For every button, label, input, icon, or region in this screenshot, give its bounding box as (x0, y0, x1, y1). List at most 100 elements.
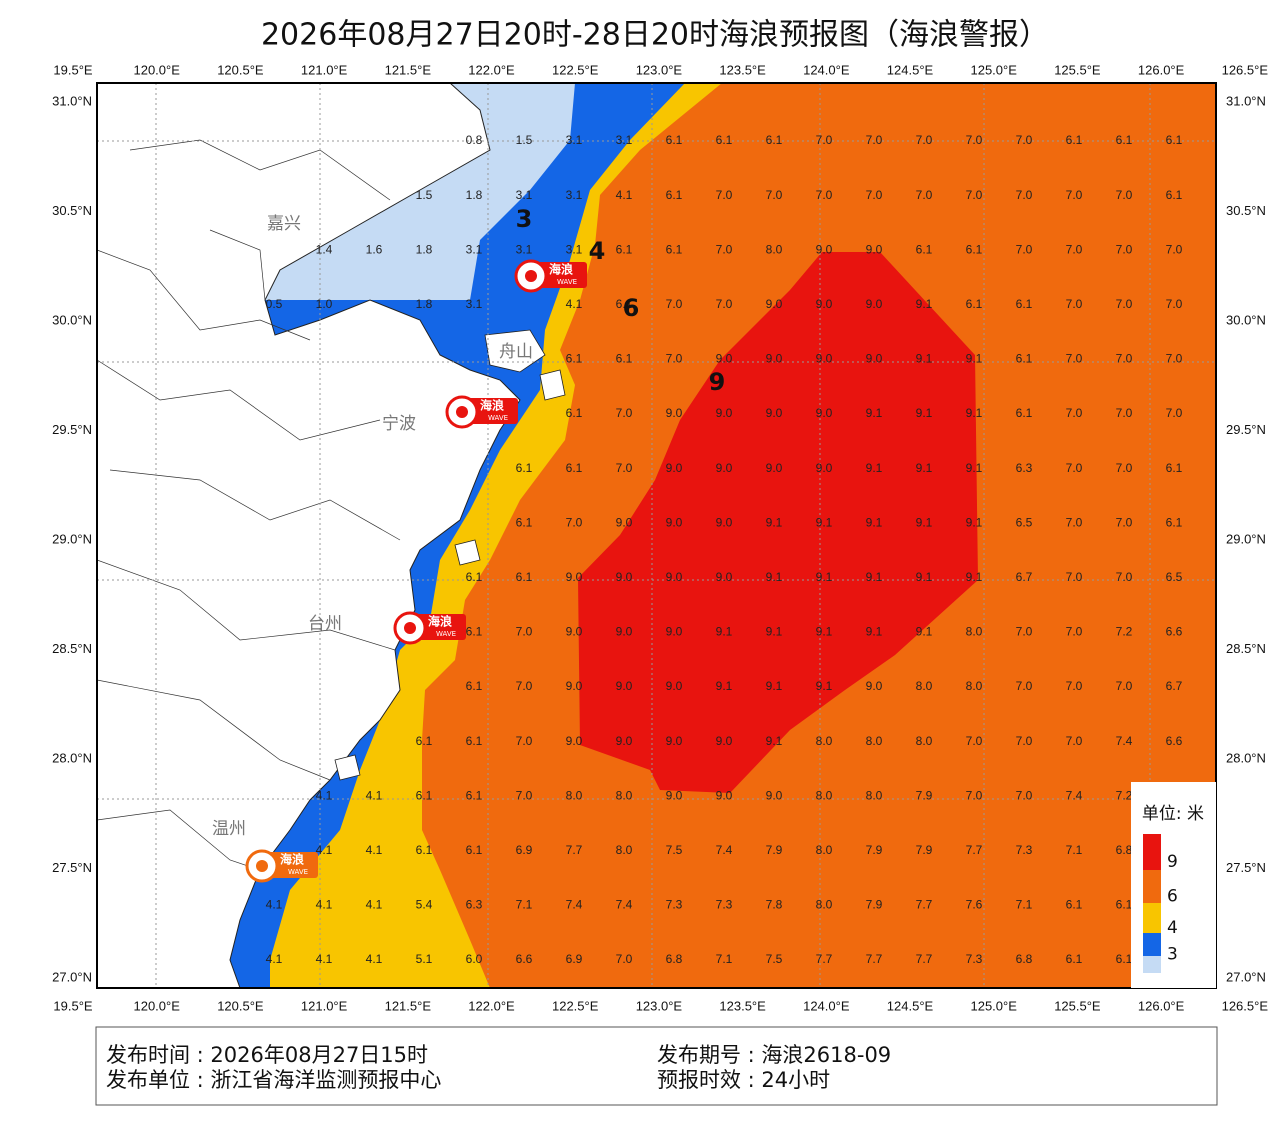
badge-bg (266, 852, 318, 878)
wave-value: 9.0 (716, 570, 733, 584)
wave-value: 8.0 (566, 788, 583, 802)
wave-value: 6.1 (1016, 297, 1033, 311)
wave-value: 7.0 (516, 679, 533, 693)
wave-value: 6.1 (1066, 133, 1083, 147)
lat-label: 28.5°N (52, 641, 92, 656)
wave-value: 5.4 (416, 898, 433, 912)
wave-value: 9.1 (916, 352, 933, 366)
wave-value: 6.8 (1016, 952, 1033, 966)
wave-value: 5.1 (416, 952, 433, 966)
wave-value: 7.3 (716, 898, 733, 912)
wave-value: 6.1 (1116, 952, 1133, 966)
wave-value: 9.0 (566, 570, 583, 584)
legend-swatch (1143, 933, 1161, 956)
wave-value: 1.8 (466, 188, 483, 202)
wave-value: 7.6 (966, 898, 983, 912)
wave-value: 8.0 (816, 843, 833, 857)
wave-value: 7.0 (1116, 570, 1133, 584)
wave-value: 4.1 (366, 952, 383, 966)
wave-value: 7.0 (1166, 297, 1183, 311)
wave-value: 9.1 (916, 461, 933, 475)
contour-label: 6 (623, 294, 640, 322)
wave-value: 7.3 (1016, 843, 1033, 857)
wave-value: 7.0 (1066, 188, 1083, 202)
wave-value: 9.0 (666, 515, 683, 529)
wave-value: 6.1 (566, 406, 583, 420)
wave-value: 7.9 (866, 898, 883, 912)
wave-value: 9.0 (616, 625, 633, 639)
lat-label: 27.5°N (52, 860, 92, 875)
wave-value: 7.7 (966, 843, 983, 857)
badge-bg (466, 398, 518, 424)
wave-values: 0.8 1.5 3.1 3.1 6.1 6.1 6.1 7.0 7.0 7.0 7.0 7.0 6.1 6… (266, 133, 1183, 966)
wave-value: 4.1 (266, 952, 283, 966)
lon-label: 123.5°E (719, 62, 766, 77)
wave-value: 9.1 (866, 570, 883, 584)
wave-value: 1.8 (416, 242, 433, 256)
lon-label: 123.0°E (636, 62, 683, 77)
wave-value: 9.1 (916, 570, 933, 584)
wave-value: 9.1 (966, 570, 983, 584)
wave-value: 7.4 (566, 898, 583, 912)
wave-value: 6.1 (616, 297, 633, 311)
graticule (97, 83, 1216, 988)
wave-value: 6.1 (1066, 898, 1083, 912)
wave-value: 9.0 (716, 788, 733, 802)
wave-value: 9.0 (866, 679, 883, 693)
lat-label: 27.0°N (52, 969, 92, 984)
wave-value: 9.1 (866, 515, 883, 529)
wave-value: 6.5 (1016, 515, 1033, 529)
place-name: 宁波 (382, 414, 416, 434)
badge-bg (535, 262, 587, 288)
wave-value: 6.1 (466, 625, 483, 639)
wave-value: 0.5 (266, 297, 283, 311)
wave-value: 7.4 (716, 843, 733, 857)
wave-value: 9.1 (766, 515, 783, 529)
wave-value: 8.0 (966, 625, 983, 639)
wave-value: 7.7 (916, 952, 933, 966)
lat-label: 30.5°N (1226, 203, 1266, 218)
title: 2026年08月27日20时-28日20时海浪预报图（海浪警报） (261, 18, 1049, 53)
wave-value: 7.0 (1066, 406, 1083, 420)
wave-value: 9.1 (716, 679, 733, 693)
wave-value: 9.1 (866, 461, 883, 475)
wave-value: 6.1 (416, 734, 433, 748)
wave-value: 6.1 (516, 461, 533, 475)
wave-value: 6.7 (1016, 570, 1033, 584)
footer-text: 发布时间 : 2026年08月27日15时 (106, 1043, 428, 1067)
wave-value: 9.1 (766, 734, 783, 748)
wave-value: 9.0 (816, 297, 833, 311)
wave-value: 7.3 (966, 952, 983, 966)
legend-label: 3 (1167, 945, 1178, 965)
lon-label: 19.5°E (53, 998, 93, 1013)
wave-value: 7.5 (766, 952, 783, 966)
footer-text: 发布单位 : 浙江省海洋监测预报中心 (106, 1068, 441, 1092)
wave-value: 8.0 (866, 734, 883, 748)
wave-value: 3.1 (616, 133, 633, 147)
wave-value: 9.1 (816, 679, 833, 693)
wave-value: 9.1 (916, 625, 933, 639)
wave-value: 9.0 (766, 461, 783, 475)
wave-value: 6.1 (916, 242, 933, 256)
wave-value: 4.1 (316, 843, 333, 857)
badge-text: 海浪 (428, 614, 452, 629)
legend-label: 4 (1167, 918, 1178, 938)
wave-value: 7.0 (516, 625, 533, 639)
wave-value: 7.0 (916, 188, 933, 202)
lat-label: 27.0°N (1226, 969, 1266, 984)
lon-label: 124.5°E (887, 62, 934, 77)
wave-value: 7.0 (716, 188, 733, 202)
wave-value: 7.0 (1066, 625, 1083, 639)
place-name: 舟山 (499, 342, 533, 362)
wave-value: 6.9 (566, 952, 583, 966)
wave-value: 7.7 (566, 843, 583, 857)
wave-value: 6.1 (466, 788, 483, 802)
wave-value: 3.1 (516, 242, 533, 256)
wave-value: 9.0 (866, 297, 883, 311)
lon-label: 125.0°E (970, 998, 1017, 1013)
legend-label: 6 (1167, 887, 1178, 907)
wave-value: 9.0 (666, 461, 683, 475)
wave-value: 9.1 (916, 406, 933, 420)
wave-value: 6.6 (1166, 734, 1183, 748)
lat-label: 30.5°N (52, 203, 92, 218)
